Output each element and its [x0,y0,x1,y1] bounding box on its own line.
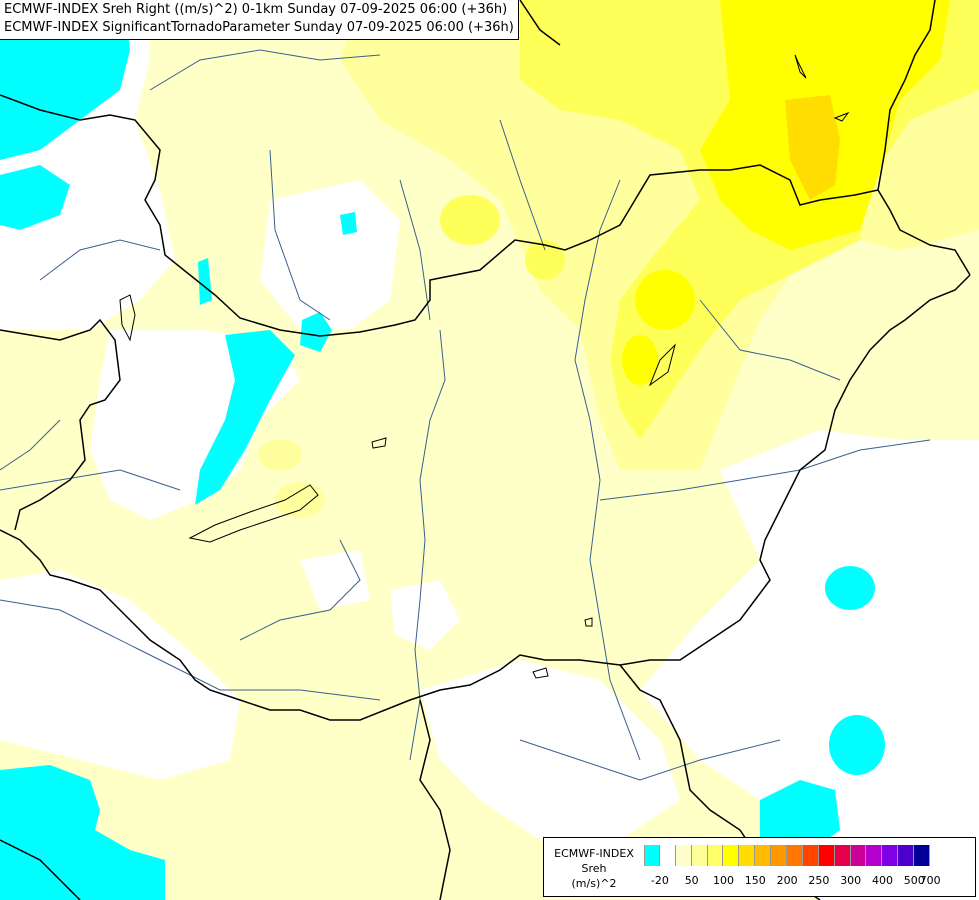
legend-swatch [771,845,788,866]
legend-swatch [898,845,915,866]
legend-swatch [787,845,803,866]
color-legend: ECMWF-INDEX Sreh (m/s)^2 -20 50 100 150 200 2… [543,837,976,897]
legend-title-line-1: ECMWF-INDEX [554,847,634,860]
legend-tick-labels: -20 50 100 150 200 250 300 400 500 700 [644,874,966,890]
zone-cyan [0,0,885,900]
legend-swatch [818,845,835,866]
zone-gold [785,95,840,200]
map-title: ECMWF-INDEX Sreh Right ((m/s)^2) 0-1km S… [0,0,519,40]
legend-title-line-3: (m/s)^2 [571,877,617,890]
lake-small-2 [648,343,676,387]
lake-neusiedl [119,294,136,342]
legend-swatch [850,845,867,866]
legend-swatch [659,845,676,866]
rivers [0,49,931,781]
legend-tick-label: 250 [808,874,830,887]
legend-tick-label: 300 [840,874,862,887]
legend-swatch [691,845,708,866]
legend-tick-label: 400 [872,874,893,887]
legend-swatch [802,845,819,866]
lake-small-6 [532,667,549,679]
legend-swatch [755,845,772,866]
border-east [619,274,971,666]
legend-tick-label: -20 [650,874,669,887]
legend-title: ECMWF-INDEX Sreh (m/s)^2 [548,846,640,891]
legend-swatch [723,845,740,866]
border-south-inner [419,699,451,900]
legend-swatch [834,845,851,866]
legend-tick-label: 50 [684,874,699,887]
legend-color-bar [644,845,931,866]
legend-swatch [707,845,724,866]
lake-balaton [188,484,319,543]
legend-swatch [644,845,660,866]
border-north-top [519,0,561,46]
border-west [0,318,121,531]
lake-small-3 [794,54,807,79]
lake-small-1 [371,437,387,449]
lake-small-4 [833,111,850,122]
legend-tick-label: 500 [903,874,925,887]
legend-swatch [739,845,756,866]
legend-swatch [866,845,883,866]
border-north [0,94,971,337]
lakes [119,54,850,679]
legend-swatch [882,845,899,866]
title-line-1: ECMWF-INDEX Sreh Right ((m/s)^2) 0-1km S… [4,2,508,17]
border-sw-coast [0,839,81,900]
legend-tick-label: 200 [776,874,798,887]
border-south [0,529,621,721]
legend-tick-label: 100 [713,874,734,887]
legend-tick-label: 700 [919,874,941,887]
border-east-north [877,0,936,191]
title-line-2: ECMWF-INDEX SignificantTornadoParameter … [4,20,514,35]
legend-tick-label: 150 [744,874,766,887]
legend-swatch [914,845,931,866]
legend-swatch [675,845,692,866]
legend-title-line-2: Sreh [581,862,607,875]
lake-small-5 [584,617,593,627]
